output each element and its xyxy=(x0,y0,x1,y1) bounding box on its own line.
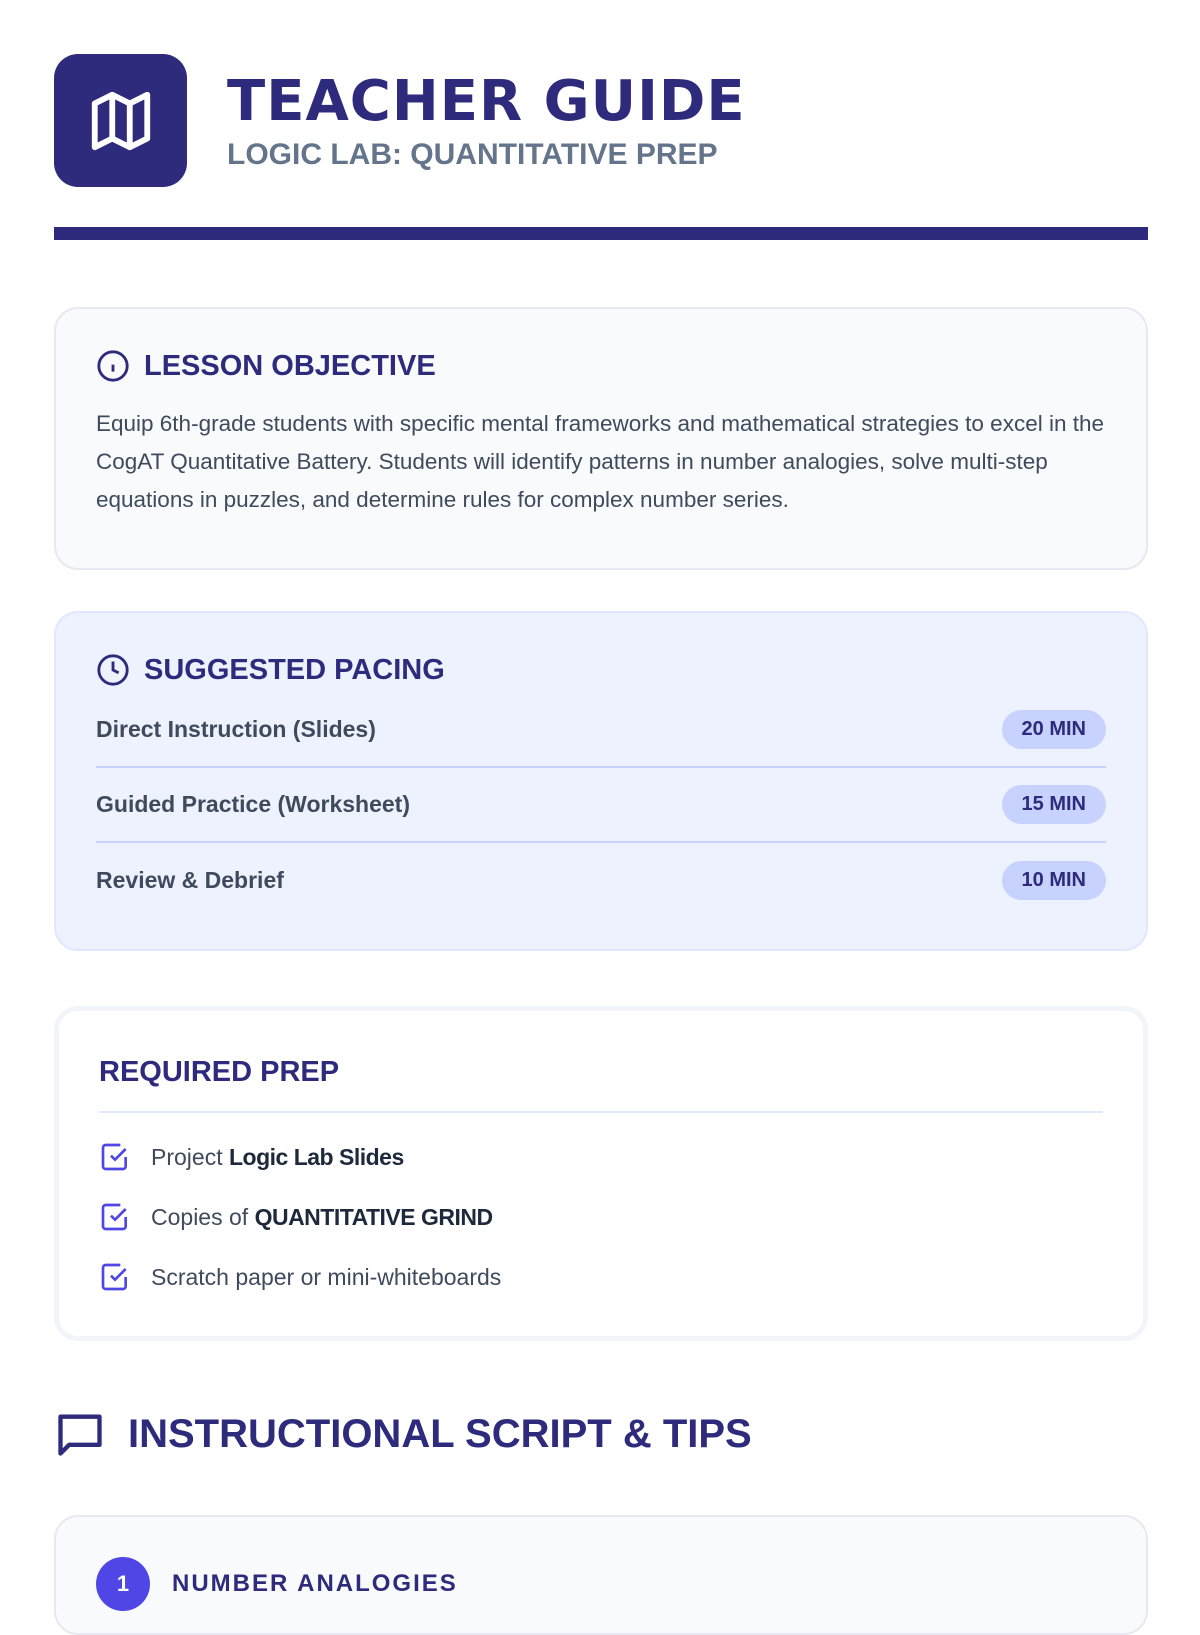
prep-item: Scratch paper or mini-whiteboards xyxy=(99,1247,1103,1307)
step-title: NUMBER ANALOGIES xyxy=(172,1570,458,1597)
step-card: 1 NUMBER ANALOGIES xyxy=(54,1515,1148,1635)
pacing-row: Review & Debrief 10 MIN xyxy=(96,843,1106,918)
time-badge: 15 MIN xyxy=(1001,785,1106,824)
page-subtitle: LOGIC LAB: QUANTITATIVE PREP xyxy=(227,137,718,171)
step-number-badge: 1 xyxy=(96,1557,150,1611)
required-prep-card: REQUIRED PREP Project Logic Lab Slides C… xyxy=(54,1006,1148,1341)
script-section-heading: INSTRUCTIONAL SCRIPT & TIPS xyxy=(54,1408,752,1460)
time-badge: 10 MIN xyxy=(1001,861,1106,900)
map-icon xyxy=(54,54,187,187)
time-badge: 20 MIN xyxy=(1001,710,1106,749)
lesson-objective-card: LESSON OBJECTIVE Equip 6th-grade student… xyxy=(54,307,1148,570)
section-title: REQUIRED PREP xyxy=(99,1056,340,1088)
pacing-card: SUGGESTED PACING Direct Instruction (Sli… xyxy=(54,611,1148,951)
section-title: LESSON OBJECTIVE xyxy=(144,349,436,382)
pacing-label: Direct Instruction (Slides) xyxy=(96,716,376,742)
checkbox-checked-icon xyxy=(101,1263,127,1291)
message-square-icon xyxy=(58,1414,102,1456)
pacing-label: Guided Practice (Worksheet) xyxy=(96,791,410,817)
pacing-row: Direct Instruction (Slides) 20 MIN xyxy=(96,693,1106,768)
page-title: TEACHER GUIDE xyxy=(227,68,746,134)
prep-item: Project Logic Lab Slides xyxy=(99,1127,1103,1187)
checkbox-checked-icon xyxy=(101,1143,127,1171)
objective-text: Equip 6th-grade students with specific m… xyxy=(96,411,1104,512)
clock-icon xyxy=(97,654,129,686)
header-divider xyxy=(54,227,1148,240)
checkbox-checked-icon xyxy=(101,1203,127,1231)
divider xyxy=(99,1111,1103,1113)
prep-item: Copies of QUANTITATIVE GRIND xyxy=(99,1187,1103,1247)
pacing-row: Guided Practice (Worksheet) 15 MIN xyxy=(96,768,1106,843)
info-icon xyxy=(97,350,129,382)
header: TEACHER GUIDE LOGIC LAB: QUANTITATIVE PR… xyxy=(54,54,746,187)
pacing-label: Review & Debrief xyxy=(96,867,284,893)
section-title: SUGGESTED PACING xyxy=(144,653,445,686)
